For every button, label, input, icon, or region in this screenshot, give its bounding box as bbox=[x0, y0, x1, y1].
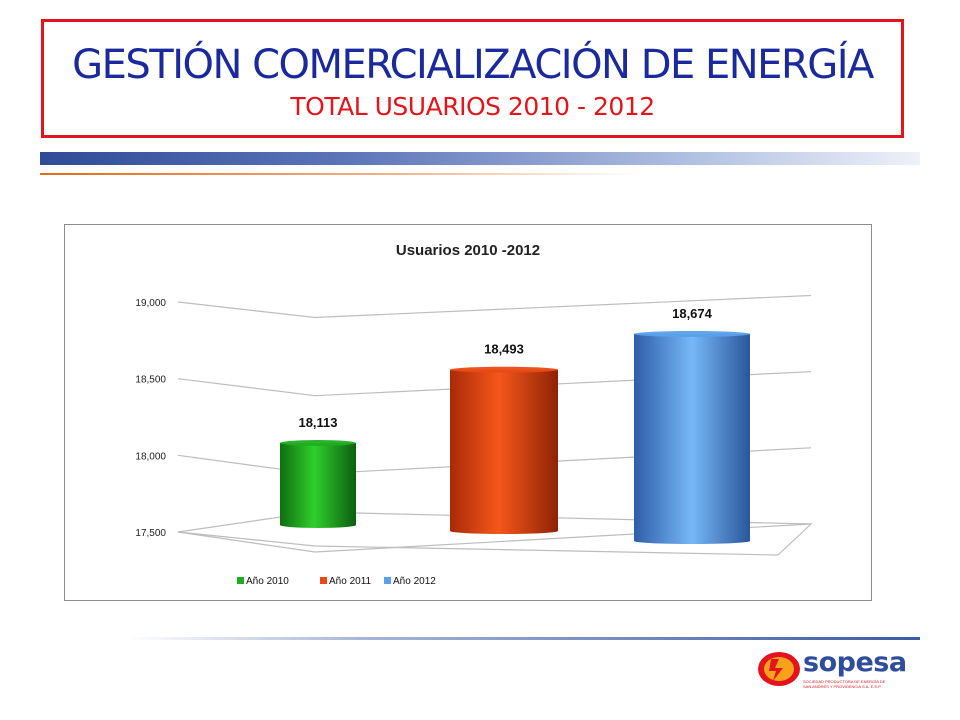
y-tick-label: 17,500 bbox=[135, 528, 166, 539]
bar-chart: 17,500 18,000 18,500 19,000 18,113 18,493 18,… bbox=[135, 242, 813, 587]
chart-frame: 17,500 18,000 18,500 19,000 18,113 18,493 18,… bbox=[64, 224, 872, 601]
legend-swatch bbox=[320, 577, 327, 584]
legend-swatch bbox=[384, 577, 391, 584]
logo-tagline-2: SAN ANDRÉS Y PROVIDENCIA S.A. E.S.P. bbox=[803, 684, 882, 689]
bar-value-label: 18,113 bbox=[298, 415, 337, 430]
logo-word: sopesa bbox=[803, 647, 907, 678]
bar-top bbox=[450, 366, 558, 373]
logo-tagline-1: SOCIEDAD PRODUCTORA DE ENERGÍA DE bbox=[803, 679, 886, 684]
gridline bbox=[177, 294, 812, 319]
legend-label: Año 2012 bbox=[393, 576, 436, 587]
bar-top bbox=[280, 440, 356, 447]
bar-3 bbox=[634, 330, 750, 544]
sopesa-logo: sopesa SOCIEDAD PRODUCTORA DE ENERGÍA DE… bbox=[757, 647, 915, 690]
legend-label: Año 2011 bbox=[329, 576, 372, 587]
y-tick-label: 19,000 bbox=[135, 298, 166, 309]
bar-value-label: 18,493 bbox=[484, 342, 524, 357]
bar-body bbox=[280, 443, 356, 528]
page-subtitle: TOTAL USUARIOS 2010 - 2012 bbox=[290, 92, 655, 121]
decorative-bar-top bbox=[40, 152, 920, 165]
logo-emblem-icon bbox=[758, 652, 800, 686]
chart-title: Usuarios 2010 -2012 bbox=[396, 242, 540, 259]
y-tick-label: 18,500 bbox=[135, 375, 166, 386]
bar-body bbox=[450, 369, 558, 534]
decorative-line-top bbox=[40, 173, 640, 175]
bar-value-label: 18,674 bbox=[672, 306, 713, 321]
bar-top bbox=[634, 330, 750, 337]
bar-body bbox=[634, 333, 750, 544]
y-tick-label: 18,000 bbox=[135, 451, 166, 462]
decorative-bar-bottom bbox=[128, 637, 920, 640]
page-title: GESTIÓN COMERCIALIZACIÓN DE ENERGÍA bbox=[72, 42, 874, 88]
bar-1 bbox=[280, 440, 356, 528]
legend-swatch bbox=[237, 577, 244, 584]
legend-label: Año 2010 bbox=[246, 576, 289, 587]
bar-2 bbox=[450, 366, 558, 534]
title-box: GESTIÓN COMERCIALIZACIÓN DE ENERGÍA TOTA… bbox=[41, 19, 904, 138]
